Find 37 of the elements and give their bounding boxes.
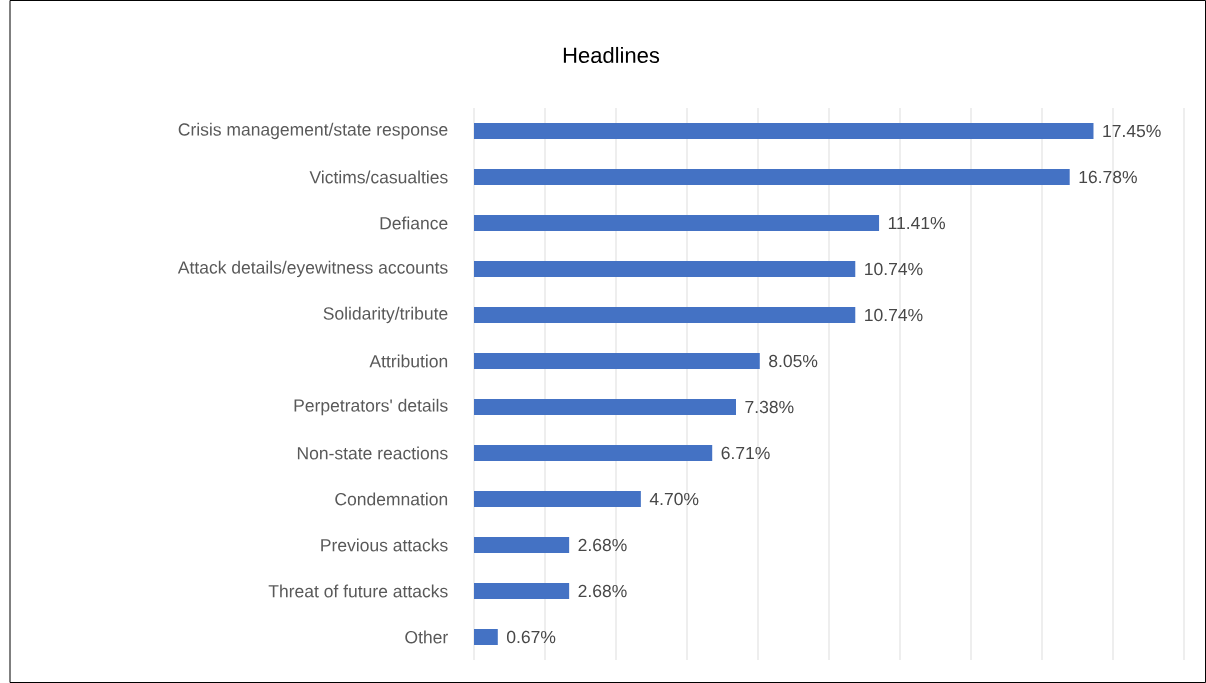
y-tick-label: Defiance (380, 216, 448, 230)
data-label: 6.71% (721, 446, 770, 460)
y-tick-label: Previous attacks (321, 538, 448, 552)
bar (474, 353, 760, 369)
data-label: 11.41% (888, 216, 946, 230)
data-label: 10.74% (865, 262, 923, 276)
bar (474, 307, 856, 323)
data-label: 17.45% (1103, 124, 1161, 138)
data-label: 10.74% (865, 308, 923, 322)
bar (474, 123, 1094, 139)
bar (474, 583, 570, 600)
chart-title: Headlines (563, 46, 660, 64)
bar (474, 491, 641, 507)
y-tick-label: Non-state reactions (297, 446, 448, 460)
y-tick-label: Attack details/eyewitness accounts (177, 260, 448, 278)
y-tick-label: Condemnation (335, 492, 448, 506)
bar (474, 261, 856, 277)
bar (474, 399, 736, 415)
bar (474, 169, 1070, 185)
data-label: 0.67% (507, 630, 556, 644)
bar (474, 215, 880, 231)
y-tick-label: Victims/casualties (309, 170, 448, 184)
data-label: 2.68% (578, 584, 627, 598)
data-label: 16.78% (1079, 170, 1137, 184)
y-tick-label: Crisis management/state response (178, 122, 448, 140)
bar (474, 629, 498, 646)
y-tick-label: Other (405, 630, 448, 644)
bar (474, 445, 713, 461)
y-tick-label: Perpetrators' details (294, 398, 448, 416)
y-tick-label: Attribution (369, 354, 448, 368)
data-label: 7.38% (745, 400, 794, 414)
data-label: 2.68% (578, 538, 627, 552)
bar (474, 537, 570, 553)
data-label: 8.05% (769, 354, 818, 368)
y-tick-label: Threat of future attacks (268, 584, 448, 598)
data-label: 4.70% (649, 492, 699, 506)
y-tick-label: Solidarity/tribute (323, 306, 448, 324)
